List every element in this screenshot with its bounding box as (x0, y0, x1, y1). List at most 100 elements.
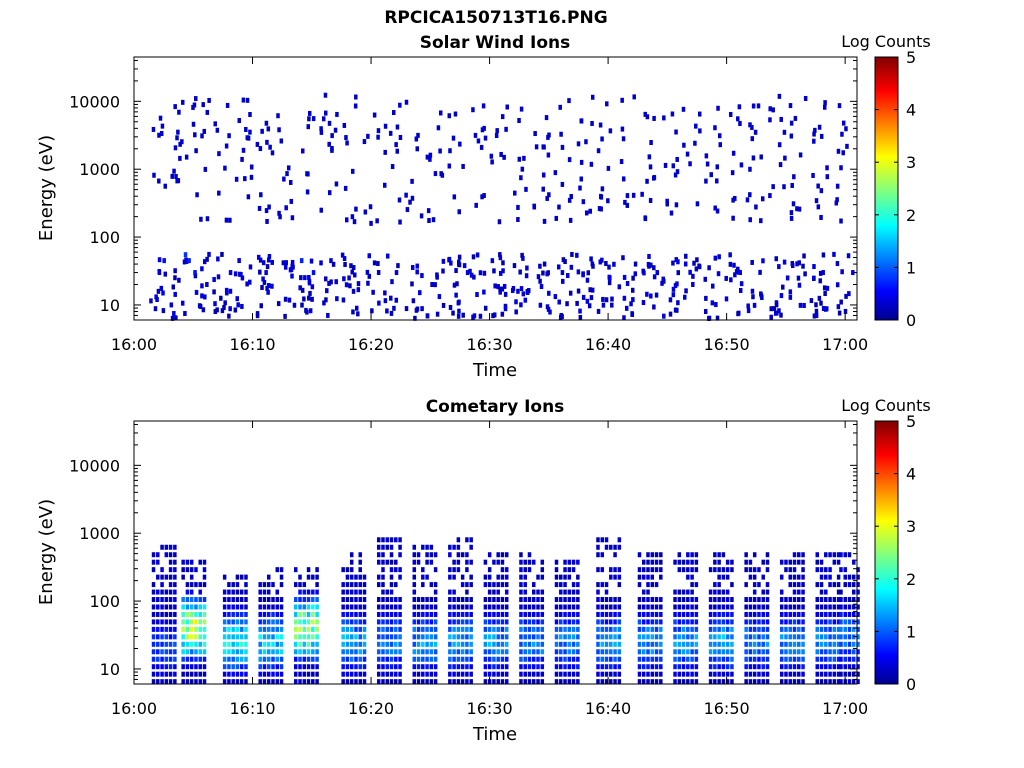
heatmap-cell (389, 310, 394, 316)
heatmap-cell (576, 288, 581, 294)
heatmap-cell (362, 626, 367, 632)
heatmap-cell (752, 302, 757, 308)
heatmap-cell (788, 649, 792, 655)
heatmap-cell (519, 552, 523, 558)
heatmap-cell (235, 664, 240, 670)
heatmap-cell (376, 597, 381, 603)
heatmap-cell (686, 671, 690, 677)
heatmap-cell (461, 312, 465, 318)
heatmap-cell (559, 656, 563, 662)
heatmap-cell (168, 574, 173, 580)
heatmap-cell (646, 664, 650, 670)
heatmap-cell (222, 574, 227, 580)
heatmap-cell (686, 574, 690, 580)
heatmap-cell (717, 604, 721, 610)
heatmap-cell (349, 604, 354, 610)
heatmap-cell (600, 552, 605, 558)
heatmap-cell (429, 634, 434, 640)
colorbar-label: Log Counts (841, 396, 931, 415)
heatmap-cell (694, 123, 698, 129)
heatmap-cell (852, 574, 856, 580)
heatmap-cell (394, 567, 398, 573)
heatmap-cell (421, 544, 425, 550)
heatmap-cell (765, 597, 770, 603)
heatmap-cell (694, 656, 699, 662)
heatmap-cell (659, 649, 663, 655)
heatmap-cell (315, 582, 319, 588)
heatmap-cell (540, 597, 545, 603)
heatmap-cell (721, 626, 726, 632)
heatmap-cell (708, 597, 713, 603)
heatmap-cell (560, 181, 565, 187)
heatmap-cell (659, 656, 663, 662)
heatmap-cell (801, 679, 805, 685)
heatmap-cell (832, 597, 837, 603)
heatmap-cell (730, 641, 734, 647)
heatmap-cell (540, 611, 545, 617)
heatmap-cell (358, 671, 362, 677)
heatmap-cell (465, 552, 469, 558)
heatmap-cell (836, 641, 841, 647)
heatmap-cell (315, 664, 319, 670)
heatmap-cell (216, 256, 220, 262)
heatmap-cell (231, 597, 235, 603)
heatmap-cell (460, 574, 465, 580)
heatmap-cell (177, 277, 181, 283)
heatmap-cell (194, 671, 198, 677)
heatmap-cell (832, 552, 837, 558)
heatmap-cell (170, 173, 174, 179)
heatmap-cell (536, 641, 540, 647)
heatmap-cell (306, 679, 311, 685)
heatmap-cell (675, 169, 680, 175)
heatmap-cell (298, 619, 302, 625)
heatmap-cell (821, 252, 826, 258)
heatmap-cell (779, 626, 784, 632)
heatmap-cell (189, 574, 194, 580)
heatmap-cell (366, 133, 370, 139)
heatmap-cell (358, 611, 362, 617)
heatmap-cell (411, 298, 416, 304)
heatmap-cell (730, 671, 734, 677)
heatmap-cell (164, 664, 169, 670)
heatmap-cell (596, 664, 600, 670)
heatmap-cell (479, 144, 484, 150)
heatmap-cell (604, 260, 608, 266)
heatmap-cell (819, 626, 824, 632)
heatmap-cell (306, 641, 311, 647)
heatmap-cell (819, 664, 824, 670)
heatmap-cell (156, 574, 160, 580)
heatmap-cell (151, 567, 156, 573)
heatmap-cell (540, 567, 545, 573)
heatmap-cell (476, 138, 481, 144)
heatmap-cell (369, 220, 373, 226)
heatmap-cell (457, 254, 462, 260)
heatmap-cell (761, 258, 765, 264)
heatmap-cell (713, 255, 718, 261)
heatmap-cell (162, 258, 166, 264)
heatmap-cell (412, 552, 417, 558)
heatmap-cell (569, 194, 573, 200)
heatmap-cell (819, 559, 824, 565)
heatmap-cells (149, 92, 855, 321)
heatmap-cell (585, 277, 590, 283)
heatmap-cell (151, 626, 156, 632)
heatmap-cell (677, 671, 682, 677)
heatmap-cell (311, 641, 315, 647)
heatmap-cell (483, 626, 488, 632)
heatmap-cell (714, 302, 718, 308)
heatmap-cell (812, 275, 816, 281)
heatmap-cell (294, 656, 298, 662)
heatmap-cell (554, 215, 559, 221)
heatmap-cell (744, 552, 748, 558)
heatmap-cell (453, 111, 458, 117)
heatmap-cell (637, 574, 642, 580)
heatmap-cell (824, 574, 828, 580)
heatmap-cell (681, 611, 686, 617)
heatmap-cell (349, 611, 354, 617)
heatmap-cell (275, 679, 280, 685)
heatmap-cell (622, 295, 627, 301)
heatmap-cell (398, 219, 402, 225)
heatmap-cell (504, 626, 509, 632)
heatmap-cell (818, 270, 823, 276)
heatmap-cell (542, 261, 547, 267)
